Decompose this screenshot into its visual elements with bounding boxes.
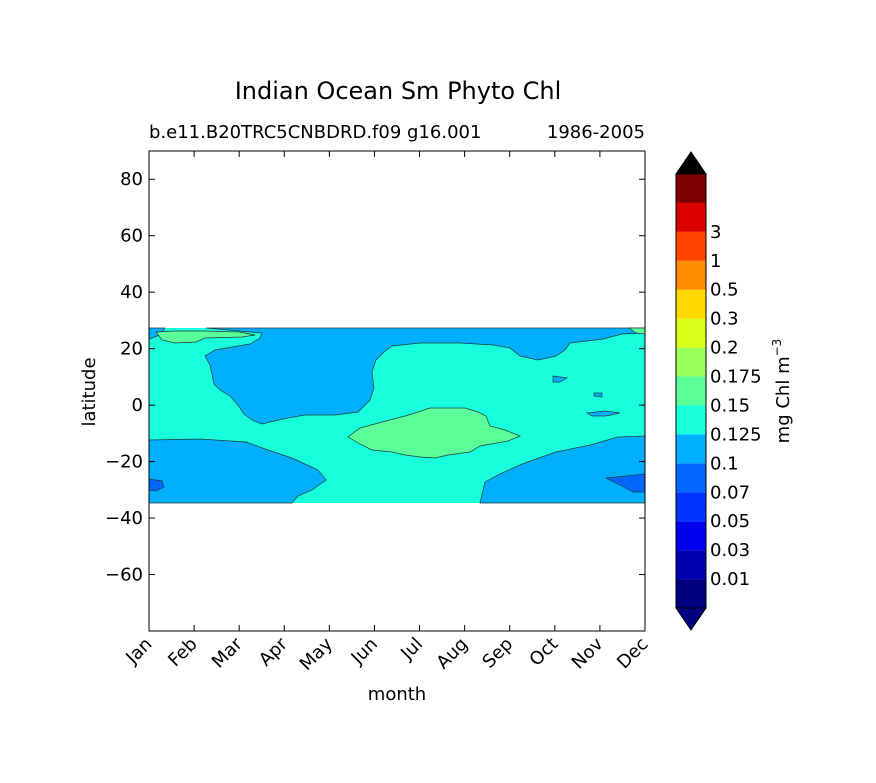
colorbar-segment [676,260,706,290]
colorbar-label-exponent: −3 [770,339,784,357]
colorbar-segment [676,463,706,493]
colorbar-segment [676,405,706,435]
colorbar-tick-label: 0.5 [710,280,739,301]
colorbar-segment [676,376,706,406]
colorbar-tick-label: 0.175 [710,367,762,388]
chart-subtitle-right: 1986-2005 [547,122,645,143]
y-tick-label: 60 [120,226,143,247]
x-tick-label: Feb [164,634,201,671]
colorbar-segment [676,289,706,319]
x-tick-label: Oct [525,634,562,671]
colorbar-tick-label: 0.2 [710,338,739,359]
colorbar-label-text: mg Chl m [773,356,794,443]
y-tick-label: −60 [105,565,143,586]
colorbar-tick-label: 0.1 [710,453,739,474]
colorbar-segment [676,318,706,348]
colorbar-segment [676,347,706,377]
colorbar-segment [676,231,706,261]
contour-region-darkblue-se [604,473,645,493]
x-axis-label: month [368,684,426,705]
x-tick-label: Aug [432,634,472,674]
contour-region-blue-sw [149,438,327,504]
colorbar-tick-label: 0.05 [710,511,750,532]
contour-region-green-ne [627,327,645,335]
colorbar-tick-label: 0.125 [710,424,762,445]
colorbar-tick-label: 0.07 [710,482,750,503]
y-axis: 80 60 40 20 0 −20 −40 −60 [105,169,645,586]
colorbar-segment [676,174,706,203]
contour-dot-3 [585,410,621,417]
x-tick-label: Jan [121,634,156,669]
colorbar-segment [676,521,706,551]
colorbar-label: mg Chl m−3 [770,339,794,444]
x-tick-label: May [296,633,337,674]
colorbar-tick-label: 0.3 [710,309,739,330]
contour-dot-1 [552,375,569,383]
plot-frame [148,150,646,632]
x-tick-label: Mar [208,633,247,672]
y-tick-label: 40 [120,282,143,303]
contour-region-blue-se [479,435,645,504]
x-tick-label: Apr [255,633,292,670]
colorbar-tick-label: 0.15 [710,395,750,416]
y-axis-label: latitude [79,357,100,426]
chart-subtitle-left: b.e11.B20TRC5CNBDRD.f09 g16.001 [149,122,481,143]
colorbar-frame [675,173,707,609]
colorbar: 0.01 0.03 0.05 0.07 0.1 0.125 0.15 0.175 0.2 0.3 0… [675,151,762,631]
contour-region-blue-north [204,327,645,425]
colorbar-segment [676,202,706,232]
y-tick-label: −20 [105,452,143,473]
contour-region-green-central [347,407,521,459]
x-tick-label: Dec [613,634,652,673]
y-tick-label: 0 [132,395,143,416]
colorbar-tick-label: 3 [710,222,721,243]
x-tick-label: Jun [347,634,382,669]
colorbar-segment [676,434,706,464]
y-tick-label: 20 [120,339,143,360]
x-tick-label: Jul [396,634,427,665]
x-tick-label: Sep [478,634,517,673]
contour-dot-2 [593,392,603,398]
colorbar-tick-label: 1 [710,251,721,272]
colorbar-segment [676,492,706,522]
contour-region-green-nw [155,330,256,344]
colorbar-extend-top [675,151,707,175]
x-tick-label: Nov [568,633,608,673]
chart-title: Indian Ocean Sm Phyto Chl [235,77,562,105]
colorbar-segment [676,550,706,580]
colorbar-extend-bottom [675,607,707,631]
y-tick-label: −40 [105,508,143,529]
contour-region-darkblue-sw [149,478,165,492]
colorbar-tick-label: 0.03 [710,540,750,561]
y-tick-label: 80 [120,169,143,190]
colorbar-segment [676,579,706,608]
colorbar-tick-label: 0.01 [710,569,750,590]
